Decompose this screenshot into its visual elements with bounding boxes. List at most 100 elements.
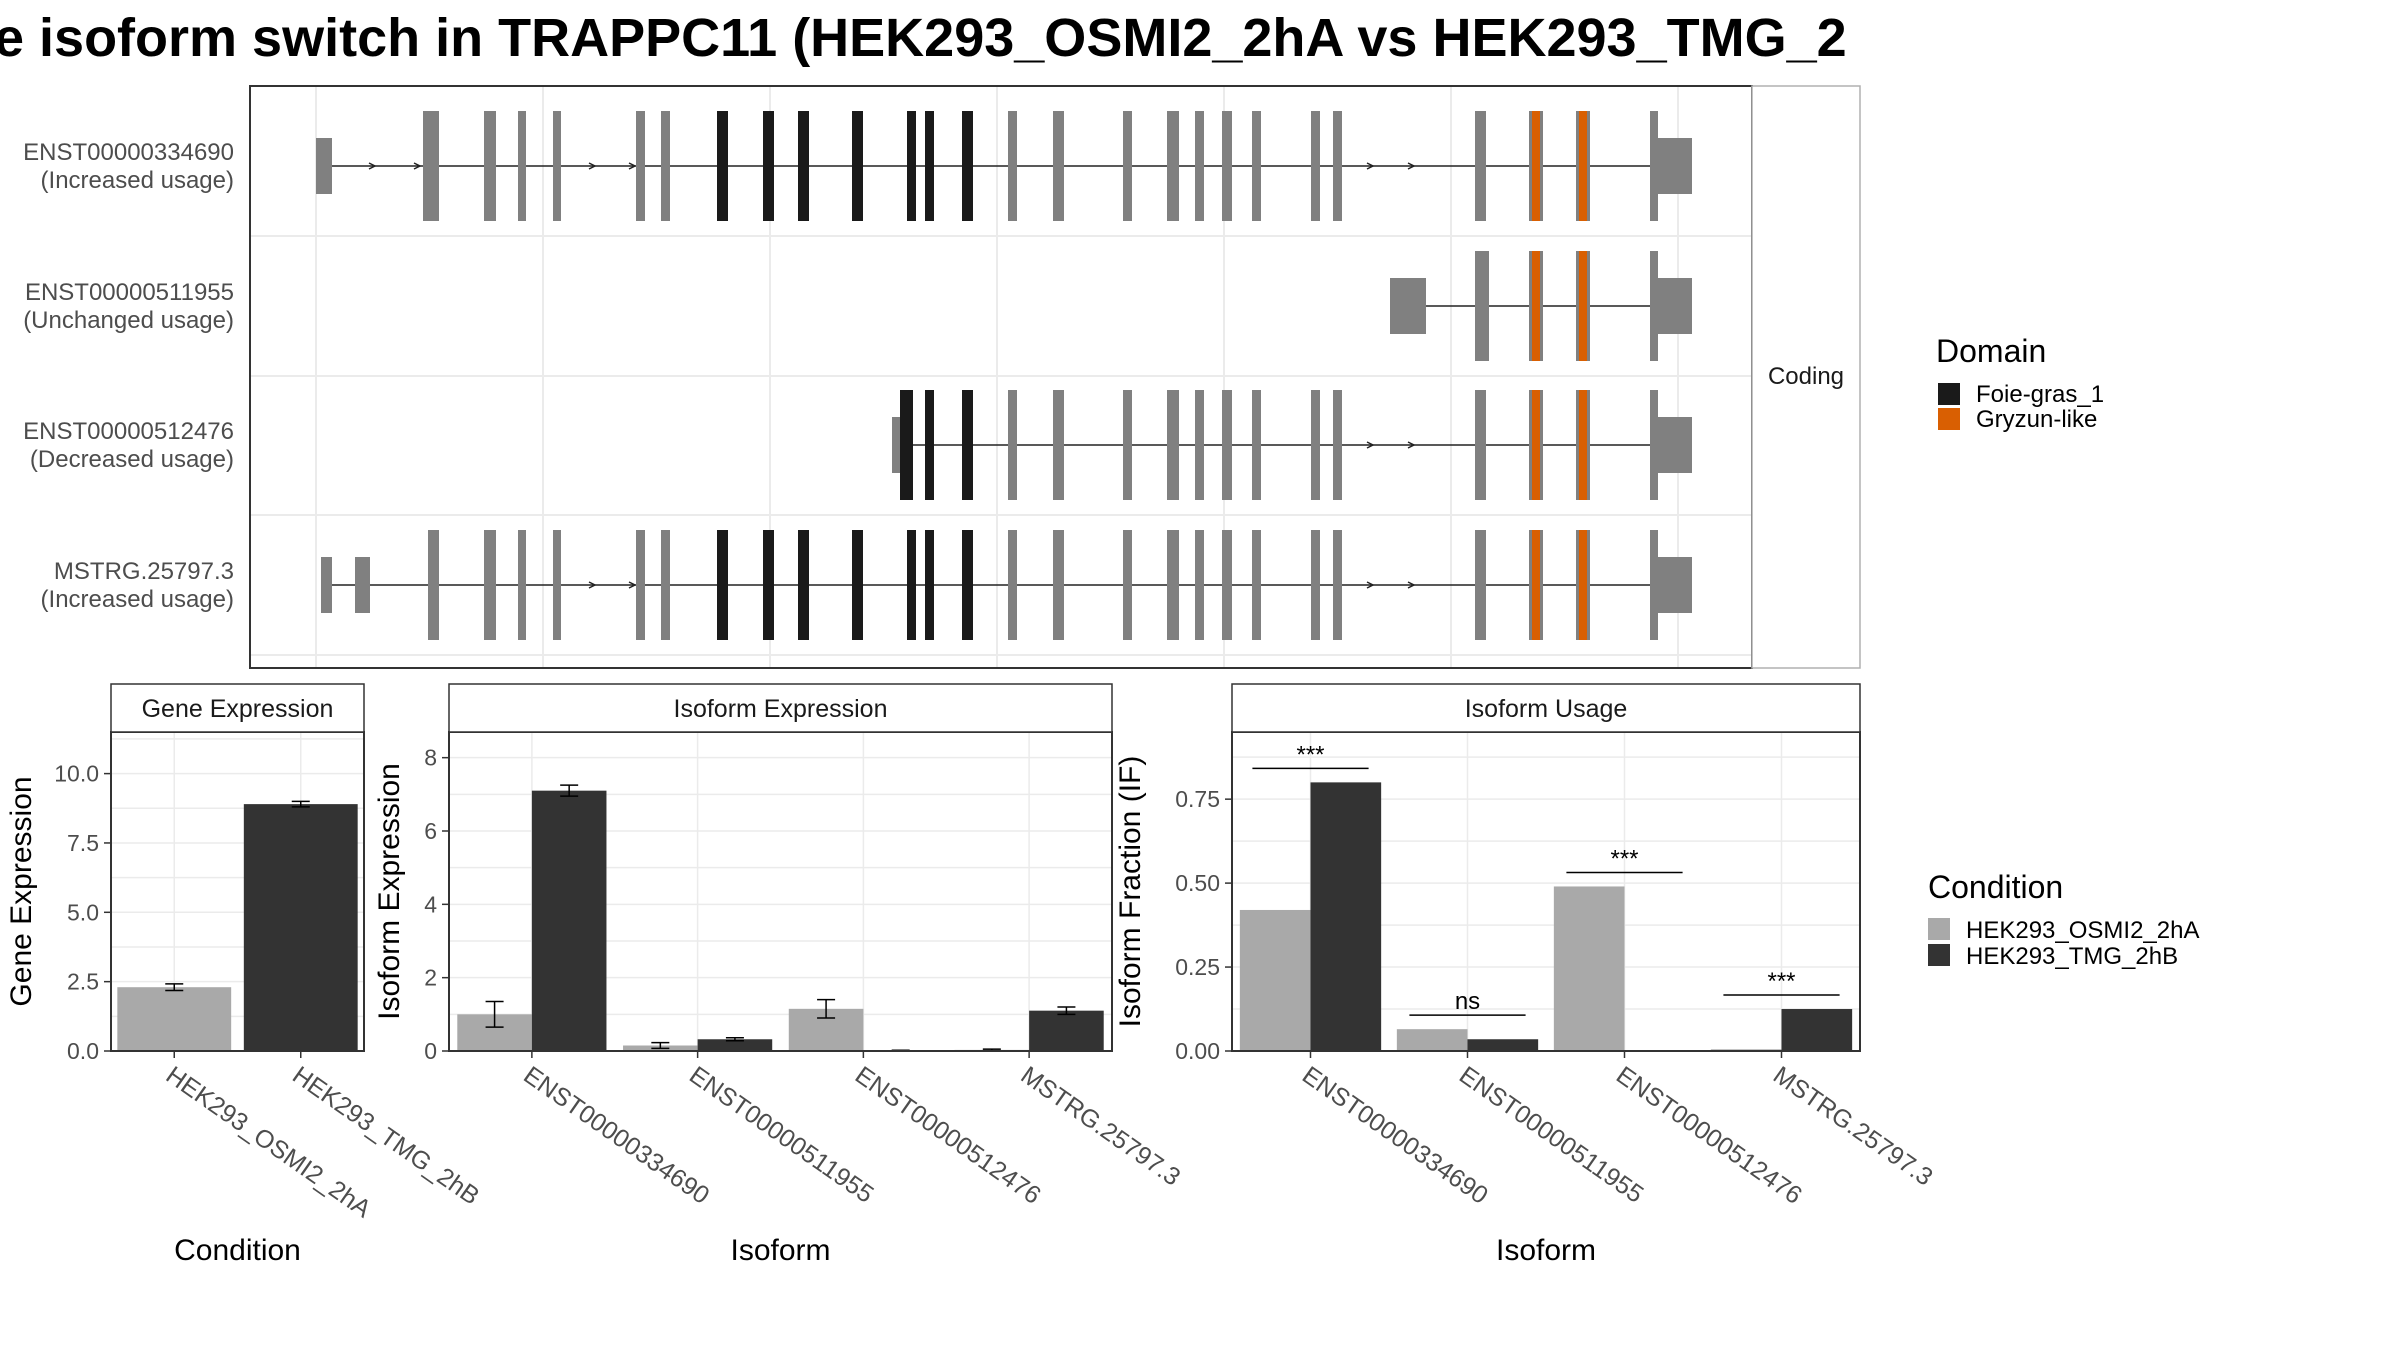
exon-foie-gras [798, 111, 809, 221]
exon-foie-gras [962, 111, 973, 221]
exon [1195, 390, 1204, 500]
isoform-id-label: ENST00000512476 [23, 418, 234, 445]
x-axis-label: Isoform [1496, 1234, 1596, 1267]
strand-arrow [1407, 441, 1416, 449]
exon [1222, 111, 1232, 221]
strand-arrow [413, 162, 422, 170]
exon-gryzun [1529, 530, 1543, 640]
exon [428, 111, 439, 221]
y-axis-label: Isoform Expression [373, 763, 406, 1020]
exon [553, 530, 561, 640]
exon-foie-gras [907, 111, 916, 221]
exon [1252, 530, 1261, 640]
exon-edge [1529, 251, 1532, 361]
strand-arrow [1407, 162, 1416, 170]
exon-utr-end [1658, 138, 1692, 194]
exon [1252, 390, 1261, 500]
exon-foie-gras [925, 111, 934, 221]
significance-label: *** [1767, 968, 1795, 995]
exon-edge [1576, 111, 1579, 221]
exon [428, 530, 439, 640]
exon-gryzun [1576, 390, 1590, 500]
exon [1311, 390, 1320, 500]
bar [697, 1039, 773, 1051]
domain-legend-swatch [1938, 408, 1960, 430]
exon [1650, 251, 1658, 361]
strand-arrow [1407, 581, 1416, 589]
exon [1123, 530, 1132, 640]
exon [636, 111, 645, 221]
y-tick-label: 2.5 [67, 969, 99, 995]
exon-foie-gras [962, 530, 973, 640]
exon-gryzun [1576, 251, 1590, 361]
exon-edge [1587, 251, 1590, 361]
exon-edge [1529, 111, 1532, 221]
exon-edge [1529, 390, 1532, 500]
strand-arrow [1366, 581, 1375, 589]
bar [1396, 1029, 1468, 1051]
exon [1123, 111, 1132, 221]
domain-legend-label: Foie-gras_1 [1976, 381, 2104, 408]
coding-strip-label: Coding [1768, 363, 1844, 390]
exon [1008, 390, 1017, 500]
y-tick-label: 0 [424, 1038, 437, 1064]
exon [1053, 530, 1064, 640]
exon-edge [1540, 111, 1543, 221]
facet-strip-label: Isoform Expression [674, 695, 888, 723]
exon-foie-gras [763, 111, 774, 221]
y-axis-label: Gene Expression [5, 776, 38, 1006]
facet-strip [1231, 683, 1861, 733]
condition-legend-title: Condition [1928, 869, 2063, 905]
exon [1475, 111, 1486, 221]
exon-gryzun [1576, 111, 1590, 221]
bar [531, 790, 607, 1051]
strand-arrow [628, 581, 637, 589]
isoform-id-label: MSTRG.25797.3 [54, 558, 234, 585]
exon-edge [1576, 530, 1579, 640]
x-tick-label: MSTRG.25797.3 [1768, 1061, 1938, 1192]
strand-arrow [368, 162, 377, 170]
condition-legend-label: HEK293_TMG_2hB [1966, 943, 2178, 970]
exon-foie-gras [925, 530, 934, 640]
y-tick-label: 5.0 [67, 899, 99, 925]
exon [553, 111, 561, 221]
strand-arrow [1366, 162, 1375, 170]
exon [1390, 278, 1426, 334]
facet-strip-label: Gene Expression [142, 695, 334, 723]
facet-strip [110, 683, 365, 733]
exon-edge [1587, 530, 1590, 640]
exon [1053, 390, 1064, 500]
exon [321, 557, 332, 613]
exon [1475, 530, 1486, 640]
exon [1650, 530, 1658, 640]
exon-edge [1540, 530, 1543, 640]
chart-title: e isoform switch in TRAPPC11 (HEK293_OSM… [0, 8, 1847, 68]
exon-edge [1576, 390, 1579, 500]
y-tick-label: 7.5 [67, 830, 99, 856]
x-axis-label: Condition [174, 1234, 301, 1267]
exon [1480, 251, 1489, 361]
exon-edge [1587, 390, 1590, 500]
bar [1029, 1010, 1104, 1051]
exon [1650, 390, 1658, 500]
exon [1167, 111, 1179, 221]
exon [1333, 390, 1342, 500]
exon-edge [1576, 251, 1579, 361]
exon [1475, 390, 1486, 500]
facet-strip [448, 683, 1113, 733]
isoform-usage-label: (Unchanged usage) [23, 307, 234, 334]
domain-legend-title: Domain [1936, 333, 2046, 369]
exon [1008, 111, 1017, 221]
isoform-id-label: ENST00000334690 [23, 139, 234, 166]
y-tick-label: 0.00 [1175, 1038, 1220, 1064]
exon [484, 111, 496, 221]
y-tick-label: 8 [424, 745, 437, 771]
isoform-usage-label: (Increased usage) [41, 167, 234, 194]
exon-foie-gras [763, 530, 774, 640]
condition-legend-swatch [1928, 918, 1950, 940]
exon [661, 530, 670, 640]
exon-edge [1540, 251, 1543, 361]
y-tick-label: 10.0 [54, 761, 99, 787]
